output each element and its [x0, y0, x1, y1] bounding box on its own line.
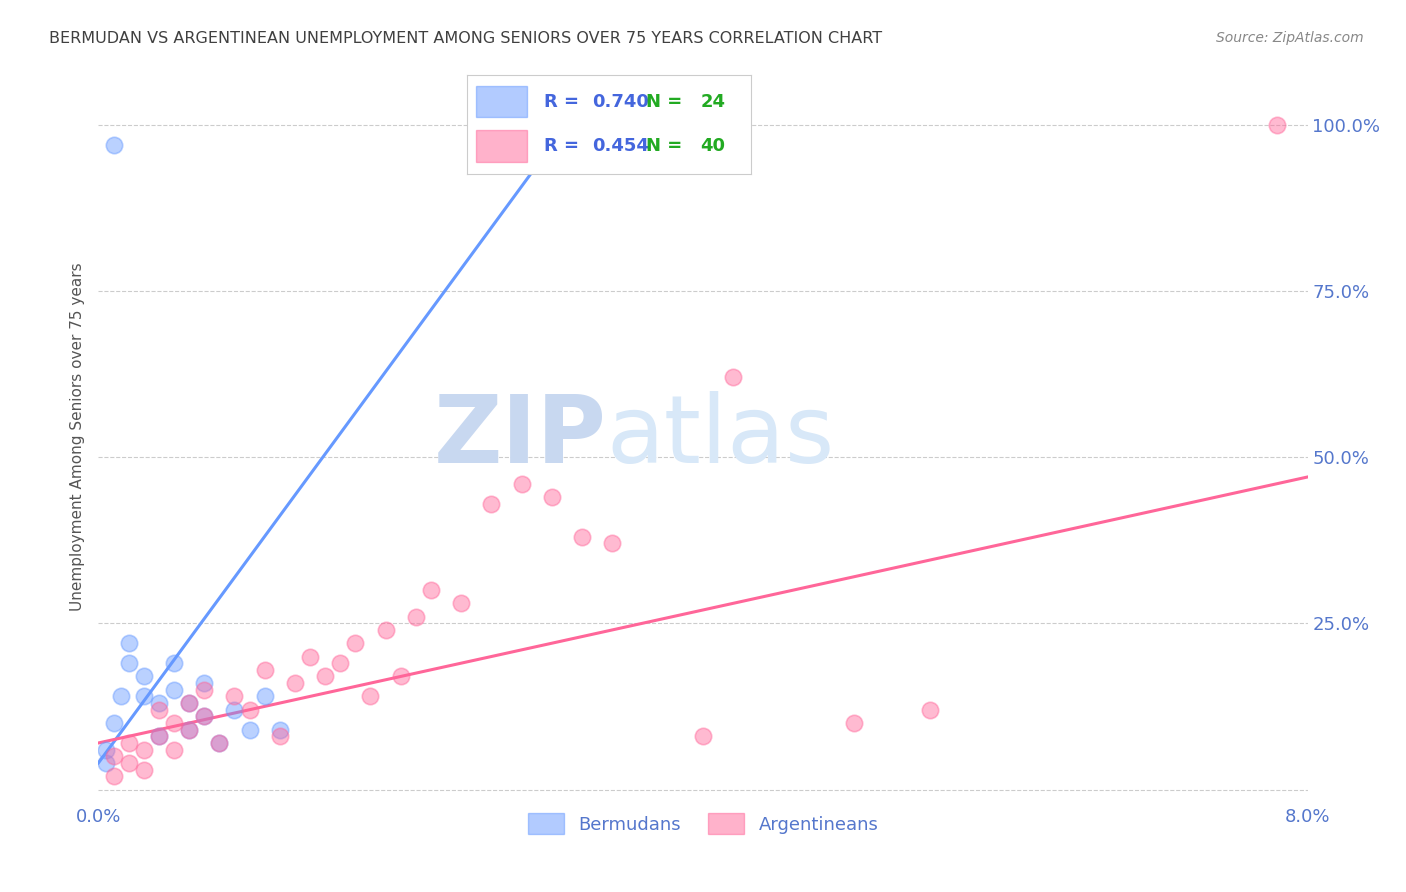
Point: [110, 690, 132, 704]
Point: [540, 490, 562, 504]
Point: [284, 676, 307, 690]
Point: [450, 596, 472, 610]
Point: [163, 742, 186, 756]
Point: [918, 703, 941, 717]
Point: [179, 696, 201, 710]
Point: [329, 656, 352, 670]
Text: ZIP: ZIP: [433, 391, 606, 483]
Point: [163, 682, 186, 697]
Point: [208, 736, 231, 750]
Point: [163, 656, 186, 670]
Point: [103, 749, 125, 764]
Point: [253, 690, 276, 704]
Point: [179, 723, 201, 737]
Point: [420, 582, 443, 597]
Point: [94, 756, 117, 770]
Point: [344, 636, 367, 650]
Point: [103, 716, 125, 731]
Point: [118, 736, 141, 750]
Point: [103, 769, 125, 783]
Point: [103, 137, 125, 152]
Point: [163, 716, 186, 731]
Point: [374, 623, 396, 637]
Point: [118, 756, 141, 770]
Point: [360, 690, 382, 704]
Point: [132, 669, 155, 683]
Point: [510, 476, 533, 491]
Point: [314, 669, 336, 683]
Point: [132, 690, 155, 704]
Point: [148, 696, 170, 710]
Point: [148, 729, 170, 743]
Point: [723, 370, 745, 384]
Point: [132, 742, 155, 756]
Point: [269, 729, 291, 743]
Point: [208, 736, 231, 750]
Point: [193, 676, 215, 690]
Point: [239, 723, 262, 737]
Point: [269, 723, 291, 737]
Point: [179, 696, 201, 710]
Point: [1267, 118, 1289, 132]
Point: [224, 690, 246, 704]
Point: [602, 536, 624, 550]
Point: [692, 729, 714, 743]
Point: [389, 669, 412, 683]
Point: [239, 703, 262, 717]
Text: Source: ZipAtlas.com: Source: ZipAtlas.com: [1216, 31, 1364, 45]
Point: [253, 663, 276, 677]
Point: [405, 609, 427, 624]
Point: [844, 716, 866, 731]
Point: [224, 703, 246, 717]
Point: [118, 656, 141, 670]
Point: [118, 636, 141, 650]
Point: [148, 703, 170, 717]
Point: [481, 497, 503, 511]
Point: [555, 137, 578, 152]
Point: [94, 742, 117, 756]
Point: [148, 729, 170, 743]
Point: [193, 709, 215, 723]
Y-axis label: Unemployment Among Seniors over 75 years: Unemployment Among Seniors over 75 years: [70, 263, 86, 611]
Point: [193, 682, 215, 697]
Text: atlas: atlas: [606, 391, 835, 483]
Point: [299, 649, 322, 664]
Point: [555, 118, 578, 132]
Point: [132, 763, 155, 777]
Point: [193, 709, 215, 723]
Text: BERMUDAN VS ARGENTINEAN UNEMPLOYMENT AMONG SENIORS OVER 75 YEARS CORRELATION CHA: BERMUDAN VS ARGENTINEAN UNEMPLOYMENT AMO…: [49, 31, 883, 46]
Point: [571, 530, 593, 544]
Legend: Bermudans, Argentineans: Bermudans, Argentineans: [520, 806, 886, 841]
Point: [179, 723, 201, 737]
